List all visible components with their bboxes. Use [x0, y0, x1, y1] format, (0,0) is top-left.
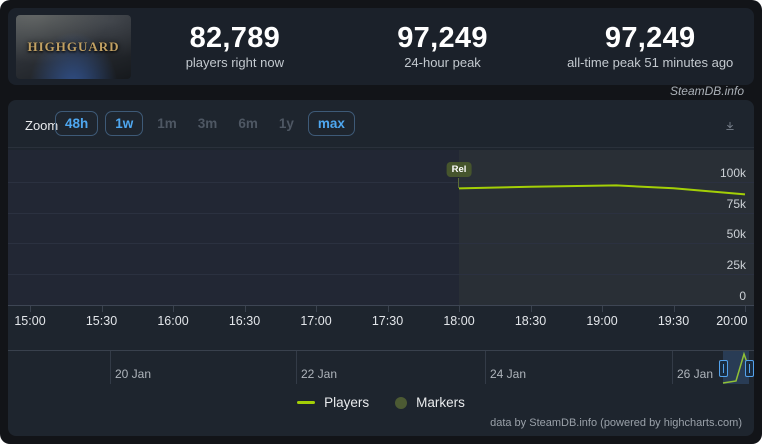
players-line-swatch-icon: [297, 401, 316, 404]
steamdb-watermark-link[interactable]: SteamDB.info: [669, 84, 744, 98]
release-marker-connector: [458, 178, 459, 188]
x-axis-label: 19:00: [586, 314, 618, 328]
gridline: [8, 182, 754, 183]
x-axis-tick: [173, 306, 174, 312]
stat-players-now-value: 82,789: [189, 21, 281, 54]
gridline: [8, 274, 754, 275]
stat-24h-peak-value: 97,249: [397, 21, 488, 54]
chart-legend: Players Markers: [8, 395, 754, 410]
stat-players-now: 82,789 players right now: [131, 22, 339, 71]
navigator-handle-right[interactable]: [745, 360, 754, 377]
players-line-series: [458, 184, 746, 196]
plot-area: 100k 75k 50k 25k 0 Rel: [8, 150, 754, 306]
stat-24h-peak-label: 24-hour peak: [404, 55, 481, 71]
x-axis-label: 17:30: [371, 314, 404, 328]
x-axis-tick: [673, 306, 675, 312]
x-axis-label: 20:00: [716, 314, 748, 328]
navigator-tick: [110, 351, 111, 384]
x-axis-label: 17:00: [300, 314, 332, 328]
x-axis-tick: [387, 306, 389, 312]
navigator-mini-series: [722, 351, 754, 384]
navigator-tick: [485, 351, 486, 384]
release-plot-band: [459, 150, 754, 305]
chart-panel: Zoom 48h 1w 1m 3m 6m 1y max: [8, 100, 754, 436]
navigator-date-label: 22 Jan: [301, 367, 338, 381]
navigator-tick: [672, 351, 673, 384]
x-axis-label: 18:30: [514, 314, 547, 328]
stat-alltime-peak: 97,249 all-time peak 51 minutes ago: [546, 22, 754, 71]
chart-credit-links[interactable]: data by SteamDB.info (powered by highcha…: [490, 417, 742, 429]
navigator-date-label: 26 Jan: [677, 367, 714, 381]
stat-24h-peak: 97,249 24-hour peak: [339, 22, 547, 71]
y-axis-label: 50k: [726, 227, 746, 241]
stats-header-panel: HIGHGUARD 82,789 players right now 97,24…: [8, 8, 754, 85]
stat-alltime-peak-label: all-time peak 51 minutes ago: [567, 55, 734, 71]
x-axis-tick: [244, 306, 246, 312]
stats-row: 82,789 players right now 97,249 24-hour …: [131, 22, 754, 71]
legend-item-players[interactable]: Players: [297, 395, 369, 410]
x-axis-tick: [602, 306, 603, 312]
download-icon: [726, 121, 734, 130]
x-axis-tick: [745, 306, 746, 312]
stat-alltime-peak-value: 97,249: [604, 21, 696, 54]
x-axis: 15:00 15:30 16:00 16:30 17:00 17:30 18:00 18:30…: [8, 306, 754, 332]
markers-dot-swatch-icon: [395, 396, 408, 409]
toolbar-separator: [8, 147, 754, 148]
zoom-button-1y: 1y: [272, 111, 301, 136]
legend-players-label: Players: [324, 395, 370, 410]
zoom-button-6m: 6m: [231, 111, 265, 136]
x-axis-label: 16:30: [228, 314, 261, 328]
x-axis-label: 16:00: [157, 314, 189, 328]
x-axis-label: 15:30: [85, 314, 118, 328]
x-axis-tick: [30, 306, 31, 312]
zoom-button-max[interactable]: max: [307, 111, 355, 136]
game-capsule-image[interactable]: HIGHGUARD: [16, 14, 131, 79]
navigator[interactable]: 20 Jan 22 Jan 24 Jan 26 Jan: [8, 350, 754, 384]
zoom-label: Zoom: [25, 118, 59, 133]
gridline: [8, 243, 754, 244]
x-axis-tick: [316, 306, 317, 312]
zoom-buttons-group: 48h 1w 1m 3m 6m 1y max: [55, 111, 355, 136]
gridline: [8, 213, 754, 214]
stat-players-now-label: players right now: [185, 55, 284, 71]
zoom-button-3m: 3m: [191, 111, 225, 136]
zoom-button-1m: 1m: [150, 111, 184, 136]
release-marker-badge[interactable]: Rel: [446, 162, 472, 177]
legend-markers-label: Markers: [416, 395, 465, 410]
game-title: HIGHGUARD: [27, 38, 120, 54]
x-axis-tick: [530, 306, 532, 312]
zoom-button-48h[interactable]: 48h: [55, 111, 99, 136]
x-axis-label: 19:30: [657, 314, 690, 328]
y-axis-label: 0: [739, 289, 746, 303]
navigator-handle-left[interactable]: [719, 360, 728, 377]
x-axis-label: 15:00: [14, 314, 46, 328]
legend-item-markers[interactable]: Markers: [395, 395, 465, 410]
y-axis-label: 75k: [726, 197, 746, 211]
navigator-date-label: 20 Jan: [115, 367, 152, 381]
x-axis-tick: [459, 306, 460, 312]
navigator-date-label: 24 Jan: [490, 367, 527, 381]
y-axis-label: 25k: [726, 258, 746, 272]
x-axis-tick: [101, 306, 103, 312]
x-axis-label: 18:00: [443, 314, 475, 328]
zoom-toolbar: Zoom 48h 1w 1m 3m 6m 1y max: [8, 111, 754, 141]
download-chart-button[interactable]: [719, 115, 741, 137]
navigator-tick: [296, 351, 297, 384]
zoom-button-1w[interactable]: 1w: [105, 111, 144, 136]
y-axis-label: 100k: [719, 166, 746, 180]
